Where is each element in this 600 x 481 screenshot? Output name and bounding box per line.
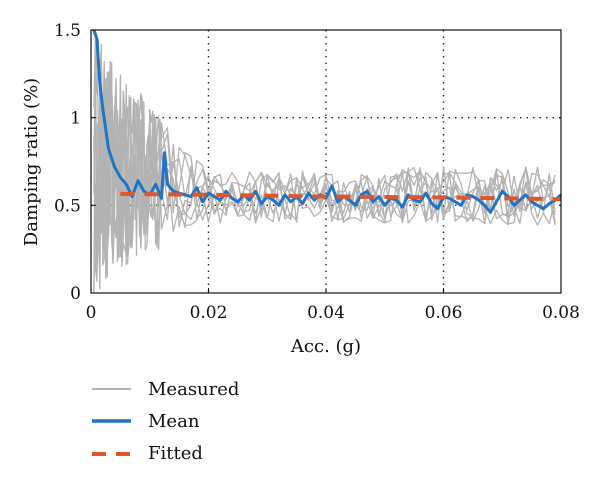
x-tick-label-4: 0.08 bbox=[542, 303, 580, 323]
grid-lines bbox=[91, 30, 561, 293]
measured-series bbox=[93, 34, 556, 294]
fitted-series bbox=[120, 191, 562, 202]
legend-mean-label: Mean bbox=[148, 411, 200, 432]
legend-fitted-label: Fitted bbox=[148, 443, 203, 464]
legend: Measured Mean Fitted bbox=[92, 379, 239, 464]
x-tick-label-1: 0.02 bbox=[190, 303, 228, 323]
y-tick-label-1: 0.5 bbox=[54, 196, 81, 216]
y-tick-label-2: 1 bbox=[70, 109, 81, 129]
y-tick-label-0: 0 bbox=[70, 284, 81, 304]
x-tick-label-3: 0.06 bbox=[425, 303, 463, 323]
legend-measured-label: Measured bbox=[148, 379, 239, 400]
x-tick-label-0: 0 bbox=[86, 303, 97, 323]
x-tick-label-2: 0.04 bbox=[307, 303, 345, 323]
x-axis-ticks: 0 0.02 0.04 0.06 0.08 bbox=[86, 288, 580, 323]
x-axis-label: Acc. (g) bbox=[290, 336, 361, 357]
y-tick-label-3: 1.5 bbox=[54, 21, 81, 41]
fitted-line bbox=[120, 191, 562, 202]
y-axis-ticks: 0 0.5 1 1.5 bbox=[54, 21, 96, 304]
y-axis-label: Damping ratio (%) bbox=[21, 78, 42, 246]
measured-trace-7 bbox=[93, 52, 556, 292]
